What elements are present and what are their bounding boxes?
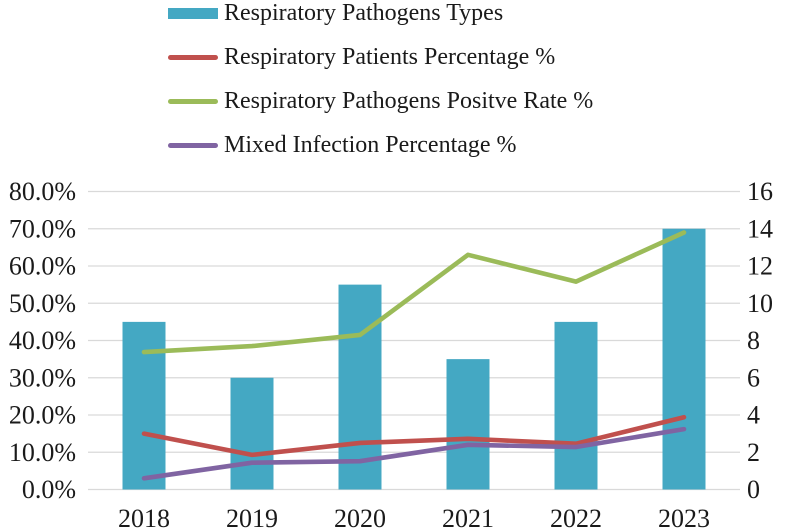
right-axis-tick: 12: [747, 252, 773, 281]
left-axis-tick: 0.0%: [22, 475, 76, 504]
bar-2022: [554, 321, 598, 490]
legend-label: Mixed Infection Percentage %: [224, 132, 517, 158]
right-axis-tick: 0: [747, 475, 760, 504]
right-axis-tick: 4: [747, 401, 760, 430]
line-swatch-icon: [168, 98, 218, 104]
bar-2023: [662, 228, 706, 490]
line-series-1: [141, 230, 687, 355]
x-axis-label-2018: 2018: [118, 504, 170, 532]
x-axis-label-2020: 2020: [334, 504, 386, 532]
left-axis-tick: 70.0%: [9, 214, 76, 243]
right-axis-tick: 8: [747, 326, 760, 355]
right-axis-tick: 2: [747, 438, 760, 467]
left-axis-tick: 40.0%: [9, 326, 76, 355]
legend-label: Respiratory Pathogens Positve Rate %: [224, 88, 594, 114]
legend-label: Respiratory Patients Percentage %: [224, 44, 556, 70]
right-axis-tick: 16: [747, 177, 773, 206]
bar-2019: [230, 377, 274, 490]
x-axis-label-2022: 2022: [550, 504, 602, 532]
legend-item-patients-percentage: Respiratory Patients Percentage %: [168, 35, 593, 79]
line-series-0: [141, 414, 687, 458]
bar-2021: [446, 359, 490, 490]
chart-legend: Respiratory Pathogens Types Respiratory …: [168, 0, 593, 167]
legend-item-pathogens-types: Respiratory Pathogens Types: [168, 0, 593, 35]
legend-item-mixed-infection: Mixed Infection Percentage %: [168, 123, 593, 167]
right-axis-tick: 10: [747, 289, 773, 318]
x-axis-label-2019: 2019: [226, 504, 278, 532]
bar-swatch-icon: [168, 7, 218, 19]
left-axis-tick: 50.0%: [9, 289, 76, 318]
x-axis-label-2021: 2021: [442, 504, 494, 532]
left-axis-tick: 20.0%: [9, 401, 76, 430]
right-axis-tick: 14: [747, 214, 773, 243]
x-axis-label-2023: 2023: [658, 504, 710, 532]
left-axis-tick: 60.0%: [9, 252, 76, 281]
bar-2018: [122, 321, 166, 490]
right-axis-tick: 6: [747, 363, 760, 392]
line-series-2: [141, 426, 687, 481]
bar-2020: [338, 284, 382, 490]
line-swatch-icon: [168, 142, 218, 148]
legend-item-positive-rate: Respiratory Pathogens Positve Rate %: [168, 79, 593, 123]
legend-label: Respiratory Pathogens Types: [224, 0, 504, 26]
line-swatch-icon: [168, 54, 218, 60]
left-axis-tick: 10.0%: [9, 438, 76, 467]
left-axis-tick: 30.0%: [9, 363, 76, 392]
left-axis-tick: 80.0%: [9, 177, 76, 206]
